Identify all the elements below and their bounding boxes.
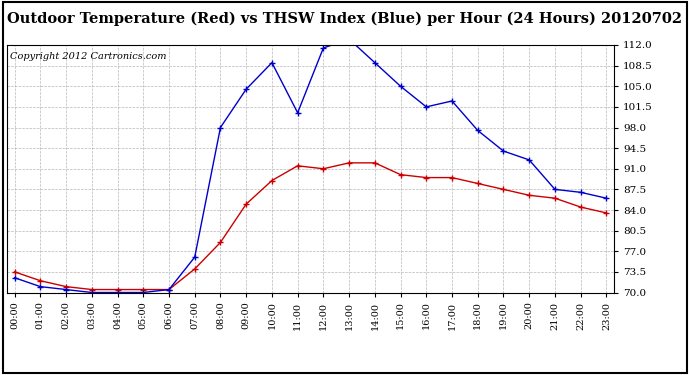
Text: Outdoor Temperature (Red) vs THSW Index (Blue) per Hour (24 Hours) 20120702: Outdoor Temperature (Red) vs THSW Index … <box>8 11 682 26</box>
Text: Copyright 2012 Cartronics.com: Copyright 2012 Cartronics.com <box>10 53 166 62</box>
